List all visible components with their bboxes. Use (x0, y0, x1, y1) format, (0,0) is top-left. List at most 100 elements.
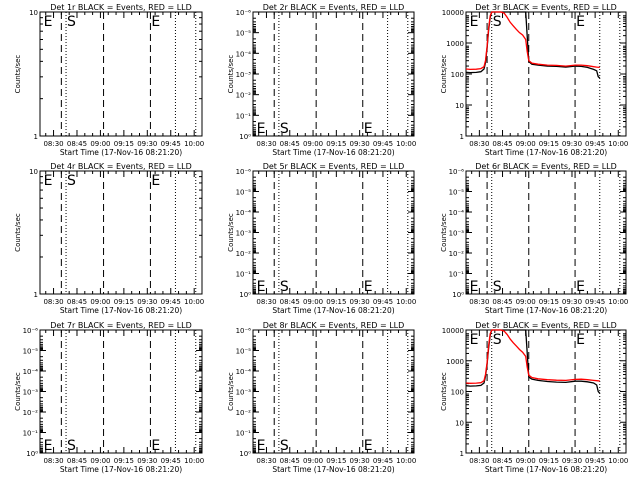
y-tick-label: 10⁻¹ (236, 271, 252, 279)
marker-label-e: E (576, 279, 585, 295)
y-tick-label: 10⁻⁵ (449, 189, 465, 197)
x-axis-label: Start Time (17-Nov-16 08:21:20) (60, 306, 182, 315)
x-tick-label: 09:00 (303, 298, 323, 306)
y-tick-label: 10000 (442, 327, 464, 335)
y-tick-label: 10⁻³ (236, 71, 252, 79)
panel-title: Det 5r BLACK = Events, RED = LLD (263, 162, 405, 171)
y-tick-label: 10⁻⁵ (236, 189, 252, 197)
x-tick-label: 08:30 (469, 140, 489, 148)
marker-label-e: E (470, 14, 479, 30)
x-tick-label: 09:15 (539, 457, 559, 465)
x-tick-label: 08:45 (280, 140, 300, 148)
panel-det-7: Det 7r BLACK = Events, RED = LLD 10⁰ 10⁻¹ 1… (14, 321, 204, 474)
y-tick-label: 1000 (446, 358, 464, 366)
x-tick-label: 10:00 (396, 298, 416, 306)
y-axis-label: Counts/sec (440, 372, 448, 411)
y-axis-label: Counts/sec (14, 213, 22, 252)
plot-frame (252, 11, 415, 137)
y-tick-label: 1 (460, 450, 464, 458)
x-axis-label: Start Time (17-Nov-16 08:21:20) (272, 148, 394, 157)
y-tick-label: 10⁻⁶ (236, 9, 252, 17)
x-tick-label: 08:30 (43, 298, 63, 306)
x-tick-label: 09:15 (326, 457, 346, 465)
x-tick-label: 10:00 (184, 457, 204, 465)
y-tick-label: 10⁻³ (449, 230, 465, 238)
y-tick-label: 10⁻¹ (449, 271, 465, 279)
marker-label-e: E (364, 279, 373, 295)
plot-frame (39, 329, 203, 454)
plot-frame (465, 329, 627, 454)
y-tick-label: 10⁰ (452, 291, 464, 299)
marker-label-e: E (364, 121, 373, 137)
y-tick-label: 10⁻² (236, 250, 252, 258)
x-tick-label: 09:00 (90, 140, 110, 148)
panel-title: Det 3r BLACK = Events, RED = LLD (475, 3, 617, 12)
marker-label-e: E (257, 279, 266, 295)
plot-frame (39, 11, 203, 137)
marker-label-s: S (67, 173, 76, 189)
panel-det-1: Det 1r BLACK = Events, RED = LLD 1 10 08:30… (14, 3, 204, 157)
x-tick-label: 09:45 (161, 298, 181, 306)
y-tick-label: 100 (451, 389, 464, 397)
y-axis-label: Counts/sec (440, 213, 448, 252)
plot-frame (252, 170, 415, 295)
panel-det-3: Det 3r BLACK = Events, RED = LLD 1 10 100 10… (440, 3, 628, 157)
panel-det-2: Det 2r BLACK = Events, RED = LLD 10⁰ 10⁻¹ 1… (227, 3, 416, 157)
x-tick-label: 10:00 (396, 140, 416, 148)
marker-label-s: S (280, 279, 289, 295)
x-axis-label: Start Time (17-Nov-16 08:21:20) (60, 465, 182, 474)
panel-title: Det 1r BLACK = Events, RED = LLD (50, 3, 192, 12)
y-tick-label: 10⁻⁴ (236, 368, 252, 376)
y-tick-label: 10⁻¹ (236, 430, 252, 438)
y-axis-label: Counts/sec (440, 55, 448, 94)
marker-label-s: S (280, 121, 289, 137)
panel-title: Det 4r BLACK = Events, RED = LLD (50, 162, 192, 171)
y-tick-label: 10⁻⁴ (449, 209, 465, 217)
marker-label-e: E (470, 332, 479, 348)
panel-title: Det 8r BLACK = Events, RED = LLD (263, 321, 405, 330)
series-lld-line (465, 329, 600, 384)
y-tick-label: 10⁻⁴ (236, 209, 252, 217)
marker-label-s: S (67, 438, 76, 454)
x-tick-label: 08:45 (67, 457, 87, 465)
marker-label-e: E (151, 173, 160, 189)
y-tick-label: 10000 (442, 9, 464, 17)
y-tick-label: 10⁰ (239, 291, 251, 299)
marker-label-e: E (257, 121, 266, 137)
marker-label-e: E (364, 438, 373, 454)
x-tick-label: 08:45 (492, 298, 512, 306)
x-axis-label: Start Time (17-Nov-16 08:21:20) (272, 306, 394, 315)
y-tick-label: 10⁰ (239, 450, 251, 458)
y-tick-label: 10⁻¹ (236, 112, 252, 120)
y-tick-label: 10⁻¹ (23, 430, 39, 438)
x-tick-label: 08:45 (280, 298, 300, 306)
y-tick-label: 100 (451, 71, 464, 79)
panel-det-9: Det 9r BLACK = Events, RED = LLD 1 10 100 10… (440, 321, 628, 474)
y-tick-label: 10⁻² (23, 409, 39, 417)
x-tick-label: 10:00 (608, 140, 628, 148)
x-tick-label: 08:45 (67, 140, 87, 148)
x-axis-label: Start Time (17-Nov-16 08:21:20) (485, 465, 607, 474)
x-tick-label: 08:30 (469, 457, 489, 465)
marker-label-s: S (493, 332, 502, 348)
y-axis-label: Counts/sec (227, 55, 235, 94)
x-tick-label: 08:45 (280, 457, 300, 465)
x-tick-label: 09:30 (137, 298, 157, 306)
panel-title: Det 7r BLACK = Events, RED = LLD (50, 321, 192, 330)
y-tick-label: 10 (455, 102, 464, 110)
marker-label-e: E (151, 14, 160, 30)
y-tick-label: 10⁻³ (236, 230, 252, 238)
marker-label-e: E (44, 438, 53, 454)
x-tick-label: 08:30 (256, 298, 276, 306)
x-tick-label: 09:00 (90, 457, 110, 465)
y-tick-label: 10⁻⁶ (236, 327, 252, 335)
x-tick-label: 09:45 (585, 298, 605, 306)
plot-frame (39, 170, 203, 295)
x-tick-label: 09:45 (161, 457, 181, 465)
x-tick-label: 09:30 (350, 298, 370, 306)
y-tick-label: 1 (34, 133, 38, 141)
x-tick-label: 09:30 (137, 457, 157, 465)
x-tick-label: 09:00 (303, 140, 323, 148)
y-tick-label: 1000 (446, 40, 464, 48)
